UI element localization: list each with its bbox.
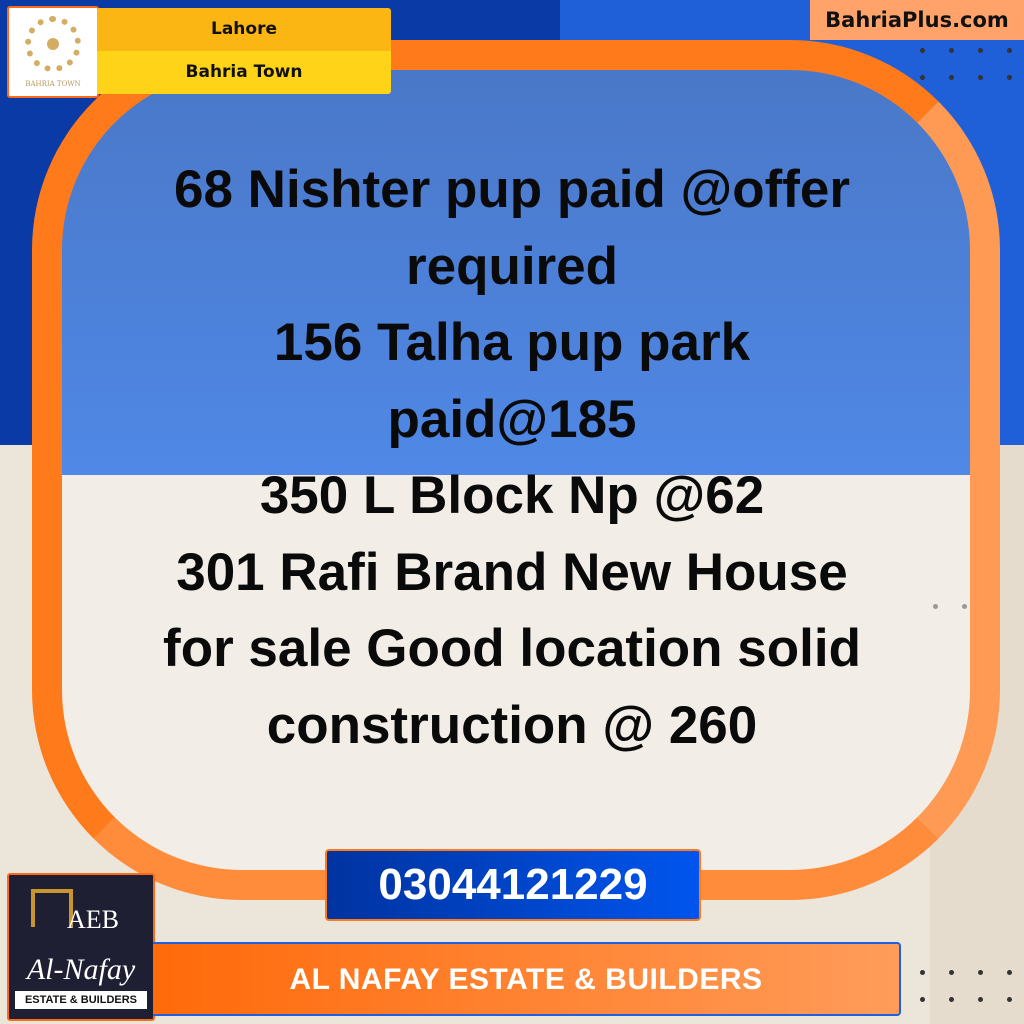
logo-text: BAHRIA TOWN [25,80,81,88]
dot [933,604,938,609]
listing-line: 68 Nishter pup paid @offer [174,160,850,219]
listing-line: 156 Talha pup park [273,313,751,372]
dot [949,970,954,975]
phone-number[interactable]: 03044121229 [325,849,701,921]
company-logo: AEB Al-Nafay ESTATE & BUILDERS [7,873,155,1021]
dot [949,997,954,1002]
listing-line: required [405,236,619,296]
dot [1007,48,1012,53]
listing-line: 350 L Block Np @62 [259,466,765,525]
listing-line: construction @ 260 [266,695,758,755]
dot [962,604,967,609]
decor-dots-bottom [920,970,1016,1002]
dot [978,970,983,975]
listing-line: 301 Rafi Brand New House [176,542,848,602]
dot [1007,970,1012,975]
dot [1007,75,1012,80]
company-banner: AL NAFAY ESTATE & BUILDERS [153,942,901,1016]
dot [920,970,925,975]
listing-line: paid@185 [387,389,637,449]
dot [949,75,954,80]
emblem-core-icon [47,38,59,50]
city-label: Lahore [97,8,391,51]
decor-dots-top [920,48,1016,80]
dot [978,997,983,1002]
company-name: AL NAFAY ESTATE & BUILDERS [289,963,763,996]
site-link[interactable]: BahriaPlus.com [810,0,1024,40]
dot [920,997,925,1002]
logo-initials: AEB [67,905,119,934]
house-icon [31,889,73,927]
dot [978,48,983,53]
listing-line: for sale Good location solid [163,619,861,678]
bahria-town-logo: BAHRIA TOWN [7,6,99,98]
dot [920,75,925,80]
area-label: Bahria Town [97,51,391,94]
logo-tagline: ESTATE & BUILDERS [15,991,147,1009]
dot [1007,997,1012,1002]
dot [949,48,954,53]
dot [978,75,983,80]
emblem-icon [25,16,81,72]
logo-name: Al-Nafay [26,953,136,986]
decor-dots-mid [933,604,971,609]
listing-text: 68 Nishter pup paid @offer required 156 … [80,152,944,764]
dot [920,48,925,53]
